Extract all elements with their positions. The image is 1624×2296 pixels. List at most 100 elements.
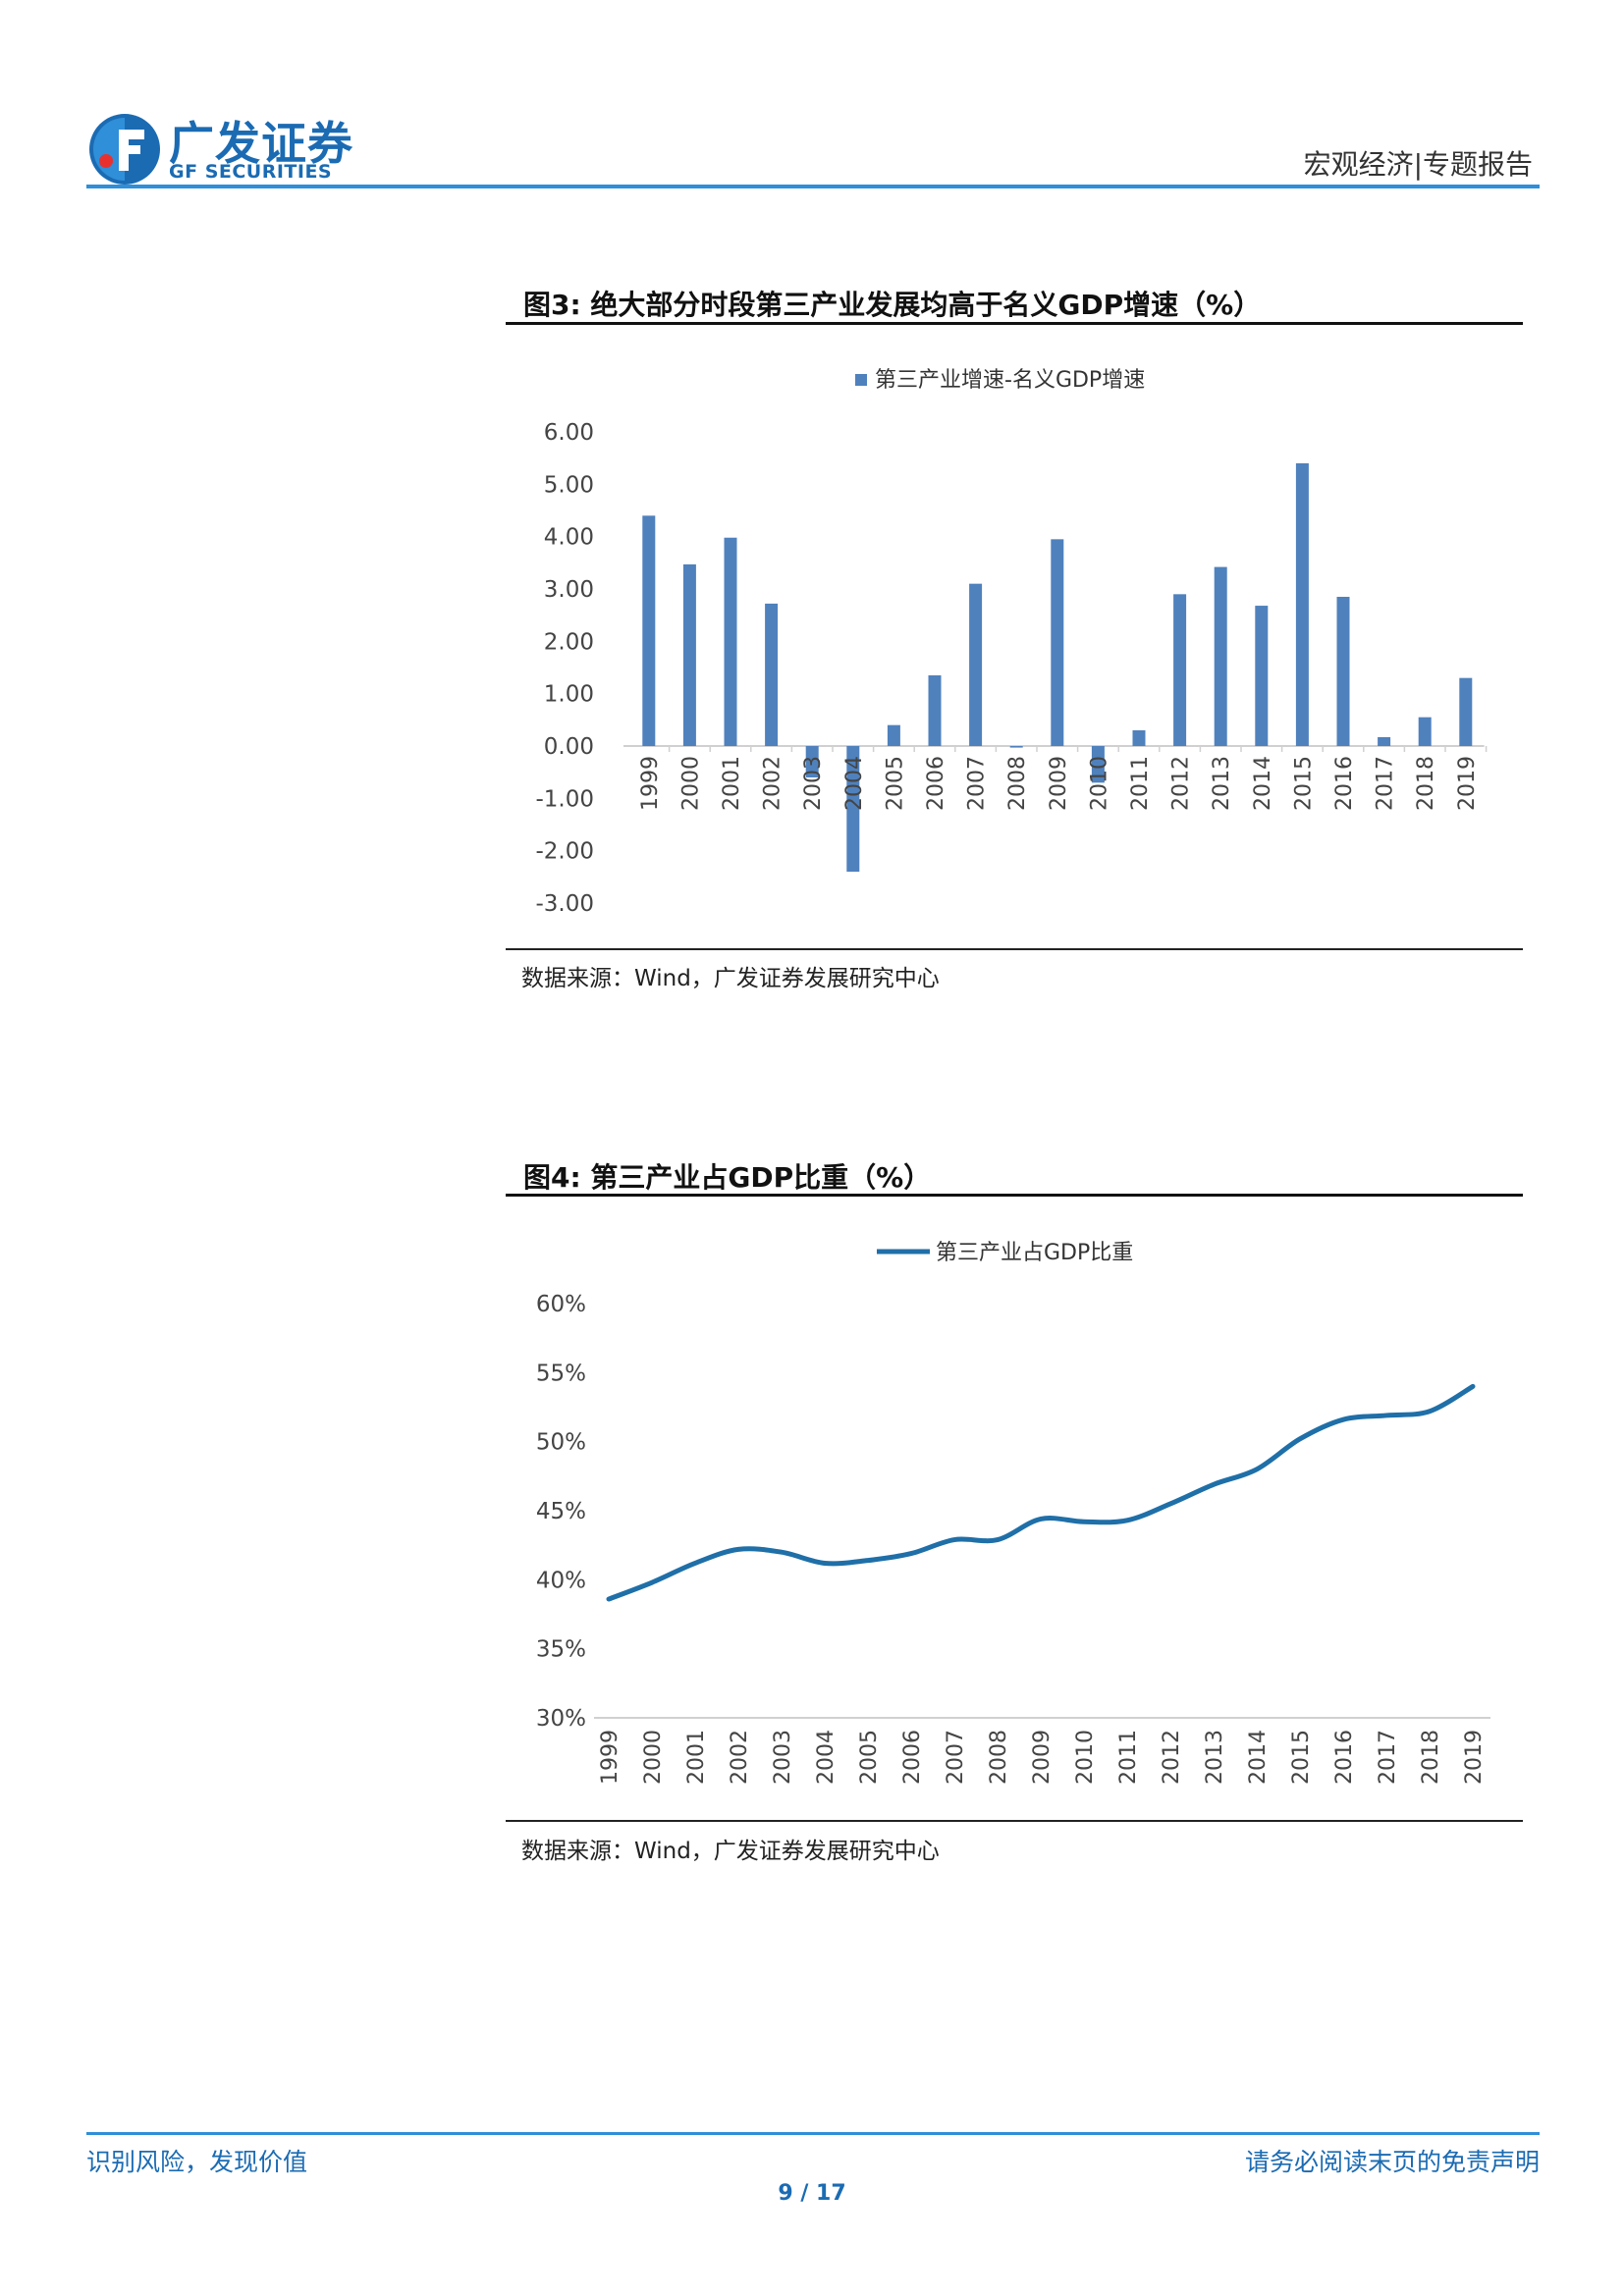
figure3-ytick-label: 1.00 (544, 682, 594, 708)
footer-slogan: 识别风险，发现价值 (86, 2148, 308, 2176)
figure3-legend-swatch (855, 374, 867, 386)
figure4-title: 图4: 第三产业占GDP比重（%） (523, 1161, 932, 1194)
figure3-xtick-label: 2015 (1291, 756, 1316, 811)
figure3-xtick-label: 2007 (965, 756, 990, 811)
figure4-xtick-label: 2000 (641, 1730, 666, 1785)
figure3-bar-2007 (969, 583, 983, 746)
figure3-ytick-label: 5.00 (544, 472, 594, 498)
figure3-xtick-label: 2014 (1251, 756, 1275, 811)
figure3-xtick-label: 2009 (1047, 756, 1071, 811)
figure3-xtick-label: 2003 (801, 756, 826, 811)
figure4-source: 数据来源：Wind，广发证券发展研究中心 (521, 1839, 940, 1864)
figure4-xtick-label: 2012 (1160, 1730, 1184, 1785)
figure4-legend: 第三产业占GDP比重 (877, 1241, 1133, 1265)
figure4-xtick-label: 2007 (944, 1730, 968, 1785)
figure3-ytick-label: 2.00 (544, 629, 594, 655)
figure3-bar-2017 (1378, 736, 1391, 746)
brand-name-en: GF SECURITIES (169, 161, 333, 183)
figure4-xtick-label: 2001 (684, 1730, 709, 1785)
figure3-xtick-label: 2004 (842, 756, 867, 811)
figure3-bar-2015 (1295, 463, 1309, 746)
figure3-bar-2012 (1173, 594, 1187, 746)
brand-name-cn: 广发证券 (169, 117, 353, 170)
figure3-ytick-label: -1.00 (535, 786, 594, 812)
figure3-xtick-label: 2012 (1169, 756, 1194, 811)
figure4-xtick-label: 2016 (1332, 1730, 1357, 1785)
figure3-ytick-label: 6.00 (544, 420, 594, 446)
figure4-xtick-label: 2009 (1030, 1730, 1055, 1785)
figure3-xtick-label: 2019 (1455, 756, 1480, 811)
figure3-bar-2011 (1132, 730, 1146, 746)
figure4-ytick-label: 40% (536, 1568, 586, 1593)
figure3-title: 图3: 绝大部分时段第三产业发展均高于名义GDP增速（%） (523, 289, 1262, 321)
figure3-bar-2019 (1459, 677, 1473, 746)
figure3-bar-chart: 第三产业增速-名义GDP增速 6.00 5.00 4.00 3.00 2.00 1.00 0… (535, 368, 1488, 917)
figure3-xtick-label: 2010 (1087, 756, 1111, 811)
figure3-ytick-label: 0.00 (544, 734, 594, 760)
figure4-xtick-label: 2010 (1073, 1730, 1098, 1785)
figure3-xtick-label: 2000 (678, 756, 703, 811)
figure3-xtick-label: 1999 (638, 756, 663, 811)
figure4-ytick-label: 55% (536, 1361, 586, 1386)
figure4-xtick-label: 2017 (1376, 1730, 1400, 1785)
figure3-bar-2006 (928, 675, 942, 746)
figure4-ytick-label: 30% (536, 1706, 586, 1732)
figure4-xtick-label: 1999 (598, 1730, 623, 1785)
figure4-ytick-label: 45% (536, 1499, 586, 1524)
figure3-bar-2014 (1255, 606, 1269, 746)
figure4-xtick-label: 2018 (1419, 1730, 1443, 1785)
figure3-ytick-label: -3.00 (535, 891, 594, 917)
figure4-ytick-label: 50% (536, 1430, 586, 1456)
figure4-ytick-label: 35% (536, 1637, 586, 1663)
figure3-bar-2003 (805, 746, 819, 777)
figure3-bar-2004 (846, 746, 860, 872)
figure4-xtick-label: 2005 (857, 1730, 882, 1785)
figure4-xtick-label: 2015 (1289, 1730, 1314, 1785)
header-rule (86, 185, 1540, 188)
figure3-bar-2016 (1336, 597, 1350, 746)
figure4-xtick-label: 2003 (771, 1730, 795, 1785)
figure4-xtick-label: 2002 (728, 1730, 752, 1785)
figure3-xtick-label: 2018 (1414, 756, 1438, 811)
figure4-xtick-label: 2008 (987, 1730, 1011, 1785)
figure3-bar-2002 (765, 603, 779, 746)
figure4-line-chart: 第三产业占GDP比重 60% 55% 50% 45% 40% 35% 30% 1999 200… (536, 1241, 1490, 1785)
figure3-xtick-label: 2002 (761, 756, 785, 811)
figure3-xtick-label: 2016 (1332, 756, 1357, 811)
figure3-xtick-label: 2001 (720, 756, 744, 811)
figure3-bar-1999 (642, 515, 656, 746)
figure3-bar-2010 (1091, 746, 1105, 783)
figure4-xtick-label: 2011 (1116, 1730, 1141, 1785)
figure4-xtick-label: 2013 (1203, 1730, 1227, 1785)
figure3-bottom-rule (506, 948, 1523, 950)
figure3-xtick-label: 2017 (1374, 756, 1398, 811)
figure4-xtick-label: 2014 (1246, 1730, 1271, 1785)
figure3-top-rule (506, 322, 1523, 325)
figure3-ytick-label: -2.00 (535, 839, 594, 865)
figure3-bar-2009 (1051, 539, 1064, 746)
figure3-ytick-label: 4.00 (544, 525, 594, 551)
figure4-bottom-rule (506, 1820, 1523, 1822)
figure3-legend: 第三产业增速-名义GDP增速 (855, 368, 1145, 393)
page-number: 9 / 17 (778, 2181, 846, 2206)
figure4-ytick-label: 60% (536, 1292, 586, 1317)
figure3-legend-label: 第三产业增速-名义GDP增速 (875, 368, 1145, 393)
figure4-top-rule (506, 1194, 1523, 1197)
figure4-xtick-label: 2004 (814, 1730, 839, 1785)
footer-rule (86, 2132, 1540, 2135)
footer-disclaimer-link[interactable]: 请务必阅读末页的免责声明 (1244, 2148, 1540, 2176)
figure4-xtick-label: 2006 (900, 1730, 925, 1785)
figure3-bar-2001 (724, 537, 737, 746)
figure3-bar-2013 (1214, 566, 1227, 746)
figure4-xtick-label: 2019 (1462, 1730, 1487, 1785)
figure3-bar-2008 (1009, 746, 1023, 748)
figure4-legend-label: 第三产业占GDP比重 (936, 1241, 1133, 1265)
report-type: 宏观经济|专题报告 (1303, 148, 1533, 181)
figure3-xtick-label: 2008 (1005, 756, 1030, 811)
figure3-xtick-label: 2006 (924, 756, 948, 811)
gf-logo-icon (89, 114, 160, 185)
figure3-xtick-label: 2011 (1128, 756, 1153, 811)
figure3-bar-2018 (1418, 717, 1432, 746)
figure4-series-line (606, 1383, 1476, 1602)
figure3-bar-2005 (887, 724, 900, 746)
